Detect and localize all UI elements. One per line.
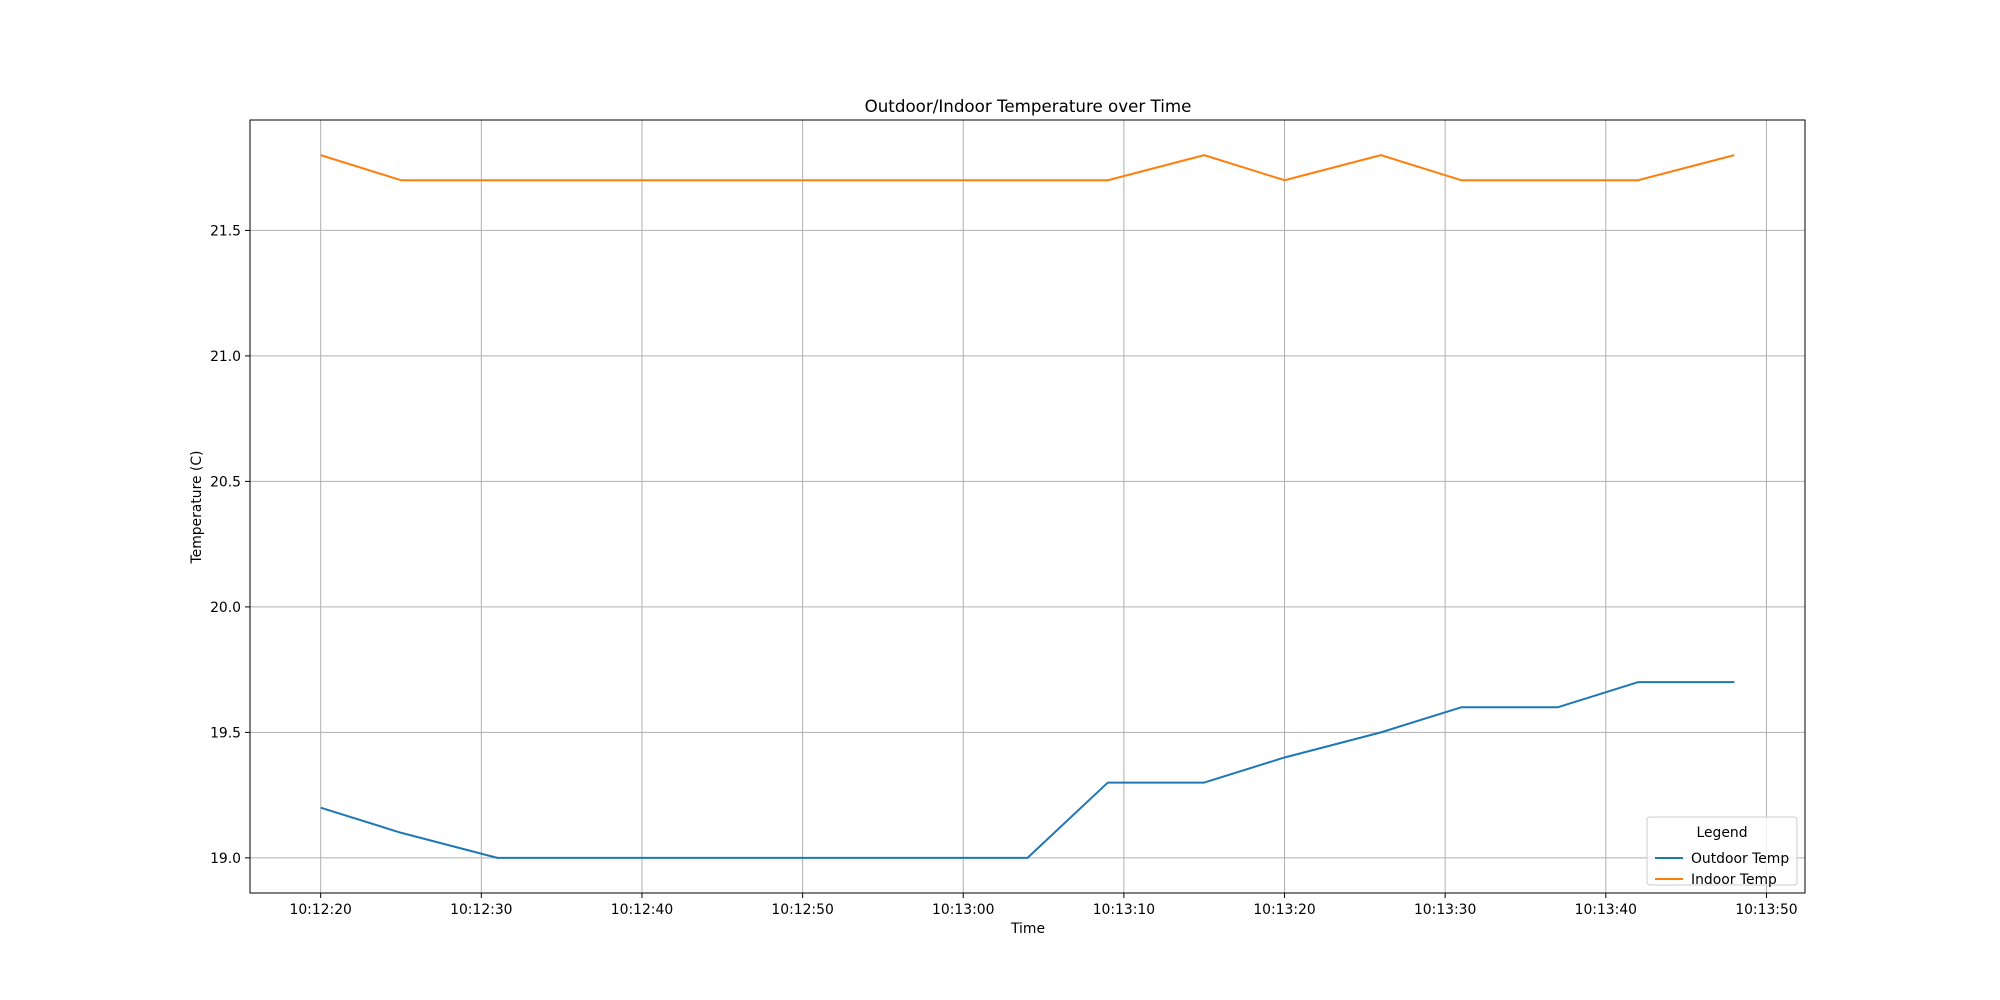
x-axis-label: Time xyxy=(1010,921,1045,937)
x-tick-label: 10:12:50 xyxy=(771,902,833,918)
x-tick-label: 10:13:30 xyxy=(1414,902,1476,918)
indoor-temp-line xyxy=(320,154,1735,182)
x-axis-ticks: 10:12:20 10:12:30 10:12:40 10:12:50 10:13:00… xyxy=(289,893,1798,918)
x-tick-label: 10:12:40 xyxy=(611,902,673,918)
y-tick-label: 21.0 xyxy=(210,349,241,365)
series-lines xyxy=(320,154,1735,859)
y-tick-label: 19.5 xyxy=(210,725,241,741)
x-tick-label: 10:13:50 xyxy=(1735,902,1797,918)
x-tick-label: 10:12:30 xyxy=(450,902,512,918)
plot-frame xyxy=(249,119,1806,894)
outdoor-temp-line xyxy=(320,681,1735,859)
legend-label-indoor-temp: Indoor Temp xyxy=(1691,872,1777,888)
x-tick-label: 10:13:10 xyxy=(1093,902,1155,918)
y-tick-label: 21.5 xyxy=(210,223,241,239)
x-tick-label: 10:13:40 xyxy=(1575,902,1637,918)
legend-label-outdoor-temp: Outdoor Temp xyxy=(1691,851,1789,867)
y-axis-ticks: 19.0 19.5 20.0 20.5 21.0 21.5 xyxy=(210,223,250,867)
y-tick-label: 19.0 xyxy=(210,851,241,867)
x-tick-label: 10:13:20 xyxy=(1253,902,1315,918)
legend-box xyxy=(1646,816,1798,886)
legend-title: Legend xyxy=(1696,825,1747,841)
x-tick-label: 10:13:00 xyxy=(932,902,994,918)
y-axis-label: Temperature (C) xyxy=(189,451,205,565)
x-tick-label: 10:12:20 xyxy=(289,902,351,918)
chart-title: Outdoor/Indoor Temperature over Time xyxy=(865,96,1192,116)
legend: Legend Outdoor Temp Indoor Temp xyxy=(1646,816,1798,888)
y-tick-label: 20.5 xyxy=(210,474,241,490)
y-tick-label: 20.0 xyxy=(210,600,241,616)
